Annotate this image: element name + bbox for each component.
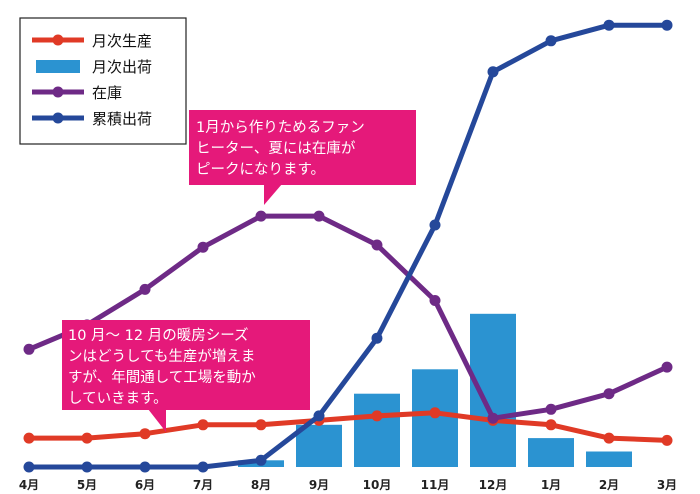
point-3-8月: [255, 454, 267, 466]
point-3-12月: [487, 66, 499, 78]
callout-heater-line-2: ヒーター、夏には在庫が: [196, 140, 356, 157]
legend-label-inventory: 在庫: [92, 84, 122, 102]
callout-winter-line-1: 10 月～ 12 月の暖房シーズ: [68, 327, 249, 344]
point-3-9月: [313, 410, 325, 422]
point-0-7月: [197, 419, 209, 431]
callout-winter-box: [62, 320, 310, 410]
point-3-4月: [23, 461, 35, 473]
point-0-2月: [603, 432, 615, 444]
callout-winter-line-2: ンはどうしても生産が増えま: [68, 348, 255, 365]
x-tick-label: 11月: [421, 478, 450, 492]
legend-box: [19, 17, 187, 145]
bar-1月: [528, 438, 574, 467]
bar-10月: [354, 393, 400, 467]
x-axis-ticks: 4月 5月 6月 7月 8月 9月 10月 11月 12月 1月 2月 3月: [19, 478, 677, 492]
series-line-3: [26, 22, 670, 470]
callout-heater-line-1: 1月から作りためるファン: [196, 119, 365, 136]
legend-label-cumulative: 累積出荷: [92, 110, 152, 128]
x-tick-label: 7月: [193, 478, 213, 492]
point-0-11月: [429, 407, 441, 419]
point-2-1月: [545, 403, 557, 415]
point-3-2月: [603, 19, 615, 31]
point-0-4月: [23, 432, 35, 444]
point-2-6月: [139, 283, 151, 295]
x-tick-label: 2月: [599, 478, 619, 492]
legend: 月次生産 月次出荷 在庫 累積出荷: [19, 17, 187, 145]
legend-item-cumulative: 累積出荷: [32, 110, 152, 128]
legend-item-inventory: 在庫: [32, 84, 122, 102]
callout-winter-pointer: [148, 409, 166, 432]
callout-winter-line-3: すが、年間通して工場を動か: [68, 369, 256, 386]
x-tick-label: 12月: [479, 478, 508, 492]
legend-item-production: 月次生産: [32, 32, 152, 50]
point-2-10月: [371, 239, 383, 251]
legend-marker-production: [52, 34, 64, 46]
point-2-8月: [255, 210, 267, 222]
legend-swatch-shipment: [36, 60, 80, 73]
point-2-3月: [661, 361, 673, 373]
callout-heater-box: [189, 110, 416, 185]
x-tick-label: 10月: [363, 478, 392, 492]
bar-2月: [586, 451, 632, 467]
point-3-7月: [197, 461, 209, 473]
point-0-1月: [545, 419, 557, 431]
x-tick-label: 8月: [251, 478, 271, 492]
series-lines: [23, 19, 673, 473]
point-2-7月: [197, 241, 209, 253]
point-2-4月: [23, 343, 35, 355]
point-2-2月: [603, 388, 615, 400]
series-line-2: [26, 213, 670, 421]
callout-winter: 10 月～ 12 月の暖房シーズ ンはどうしても生産が増えま すが、年間通して工…: [62, 320, 310, 432]
point-3-1月: [545, 35, 557, 47]
legend-marker-inventory: [52, 86, 64, 98]
callout-heater: 1月から作りためるファン ヒーター、夏には在庫が ピークになります。: [189, 110, 416, 205]
point-0-3月: [661, 434, 673, 446]
x-tick-label: 9月: [309, 478, 329, 492]
series-line-0: [26, 410, 670, 443]
x-tick-label: 6月: [135, 478, 155, 492]
legend-label-shipment: 月次出荷: [92, 58, 152, 76]
point-3-3月: [661, 19, 673, 31]
callout-heater-line-3: ピークになります。: [196, 161, 325, 178]
point-0-6月: [139, 428, 151, 440]
point-3-10月: [371, 332, 383, 344]
x-tick-label: 1月: [541, 478, 561, 492]
point-0-10月: [371, 410, 383, 422]
point-3-11月: [429, 219, 441, 231]
legend-label-production: 月次生産: [92, 32, 152, 50]
x-tick-label: 5月: [77, 478, 97, 492]
legend-marker-cumulative: [52, 112, 64, 124]
point-0-8月: [255, 419, 267, 431]
point-3-5月: [81, 461, 93, 473]
point-3-6月: [139, 461, 151, 473]
point-0-5月: [81, 432, 93, 444]
legend-item-shipment: 月次出荷: [36, 58, 152, 76]
callout-winter-line-4: していきます。: [68, 390, 168, 407]
point-2-9月: [313, 210, 325, 222]
point-2-11月: [429, 295, 441, 306]
x-tick-label: 3月: [657, 478, 677, 492]
point-2-12月: [487, 412, 499, 424]
callout-heater-pointer: [264, 184, 282, 205]
x-tick-label: 4月: [19, 478, 39, 492]
bar-9月: [296, 424, 342, 467]
